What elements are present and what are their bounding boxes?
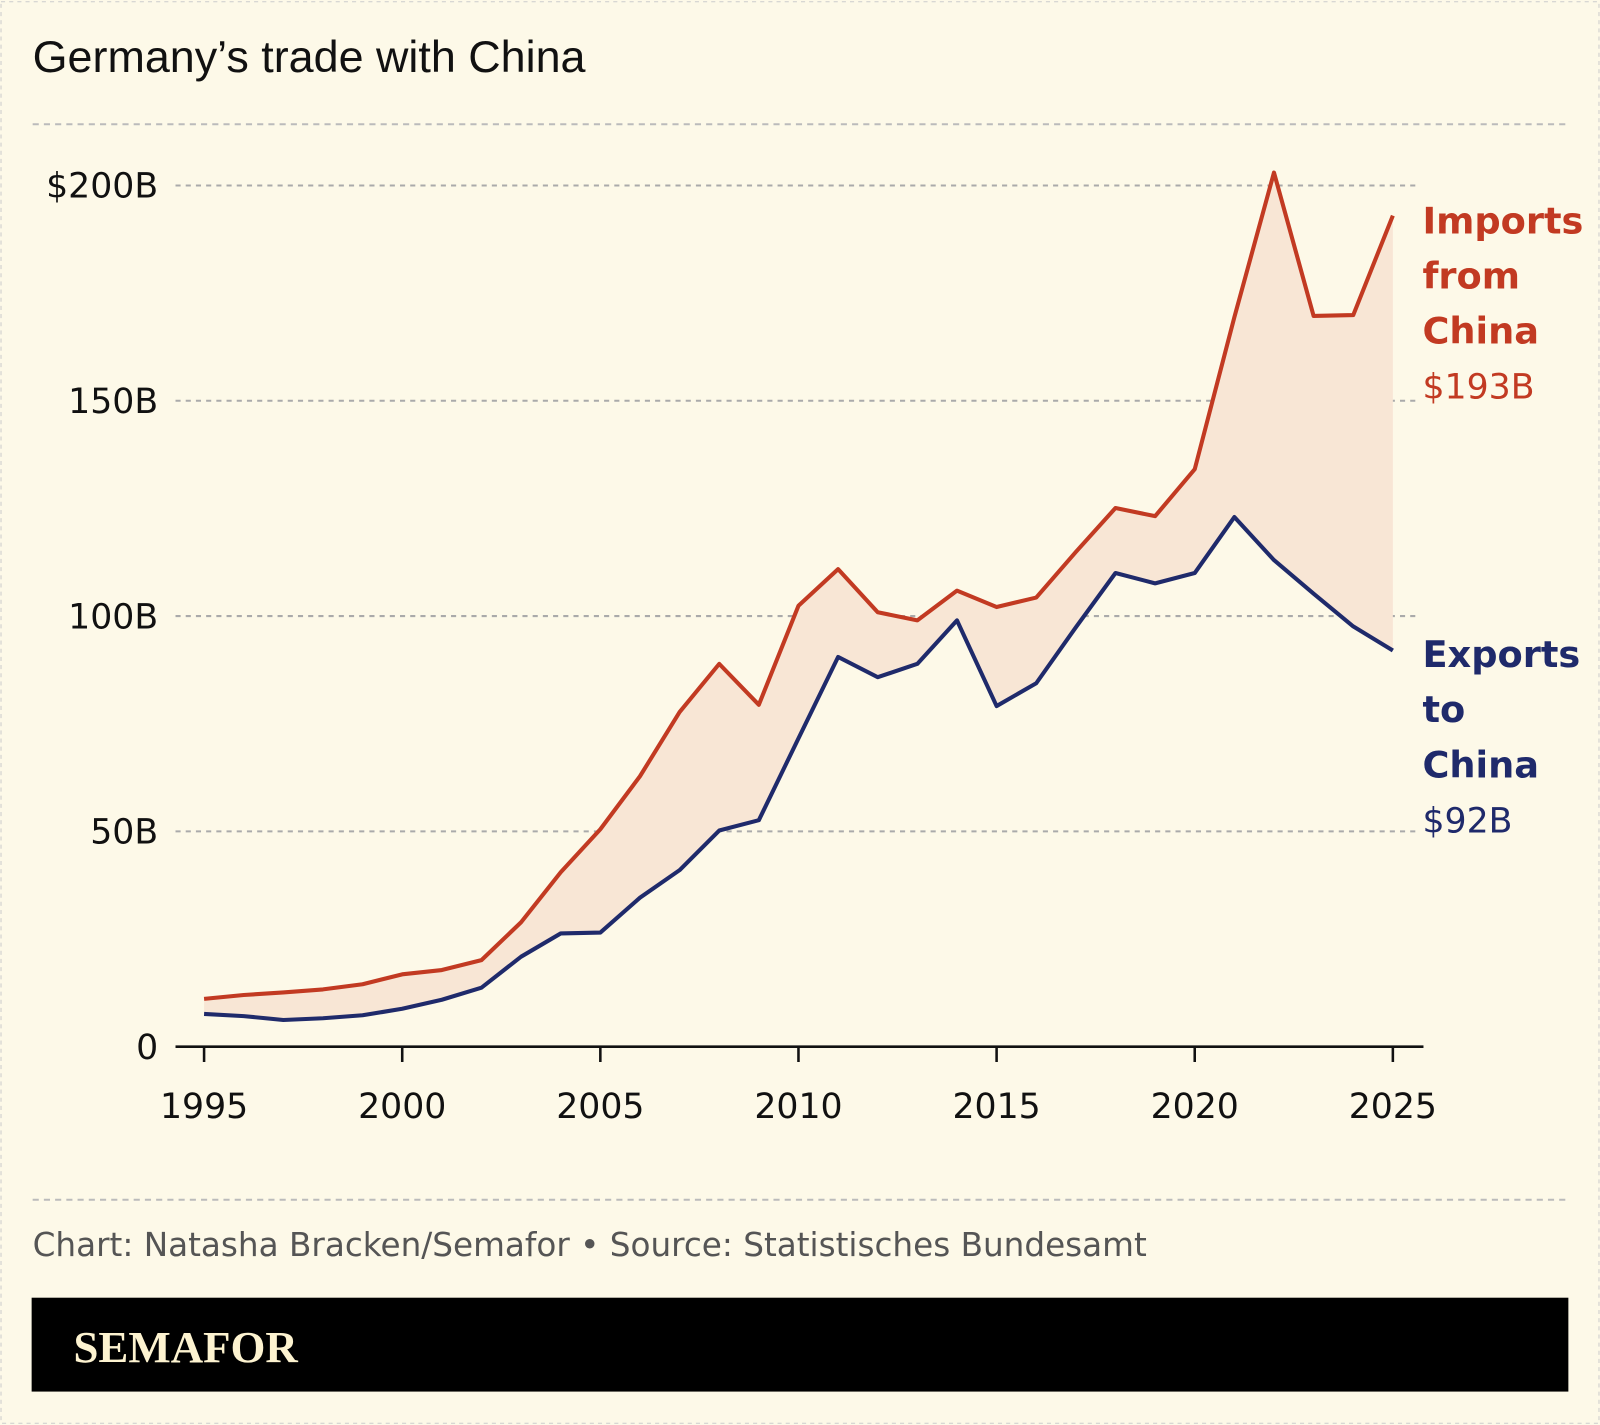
imports-label-line: China	[1422, 310, 1539, 353]
exports-label-line: Exports	[1422, 633, 1580, 676]
y-ticks: 0 50B 100B 150B $200B	[46, 167, 158, 1068]
y-tick-label: 50B	[90, 813, 158, 853]
credit-text: Chart: Natasha Bracken/Semafor • Source:…	[33, 1226, 1147, 1264]
exports-end-value: $92B	[1422, 801, 1512, 841]
imports-label-line: from	[1422, 255, 1520, 298]
imports-label: Imports from China $193B	[1422, 199, 1583, 407]
x-tick-label: 2020	[1151, 1087, 1239, 1127]
brand-banner	[31, 1297, 1569, 1392]
semafor-logo: SEMAFOR	[73, 1322, 298, 1372]
y-tick-label: 0	[136, 1028, 158, 1068]
x-tick-label: 2010	[754, 1087, 842, 1127]
chart-title: Germany’s trade with China	[33, 31, 586, 82]
x-tick-label: 2015	[952, 1087, 1040, 1127]
exports-label-line: China	[1422, 743, 1539, 786]
imports-end-value: $193B	[1422, 368, 1534, 408]
x-tick-label: 2000	[358, 1087, 446, 1127]
exports-label: Exports to China $92B	[1422, 633, 1580, 841]
y-tick-label: 150B	[68, 382, 158, 422]
x-tick-label: 1995	[160, 1087, 248, 1127]
y-tick-label: $200B	[46, 167, 158, 207]
imports-label-line: Imports	[1422, 199, 1583, 242]
x-tick-label: 2005	[556, 1087, 644, 1127]
exports-line	[203, 514, 1394, 1023]
x-tick-label: 2025	[1349, 1087, 1437, 1127]
exports-label-line: to	[1422, 688, 1465, 731]
y-tick-label: 100B	[68, 597, 158, 637]
x-ticks: 1995 2000 2005 2010 2015 2020 2025	[160, 1046, 1437, 1127]
gap-area	[204, 172, 1393, 1020]
imports-line	[203, 170, 1395, 1001]
